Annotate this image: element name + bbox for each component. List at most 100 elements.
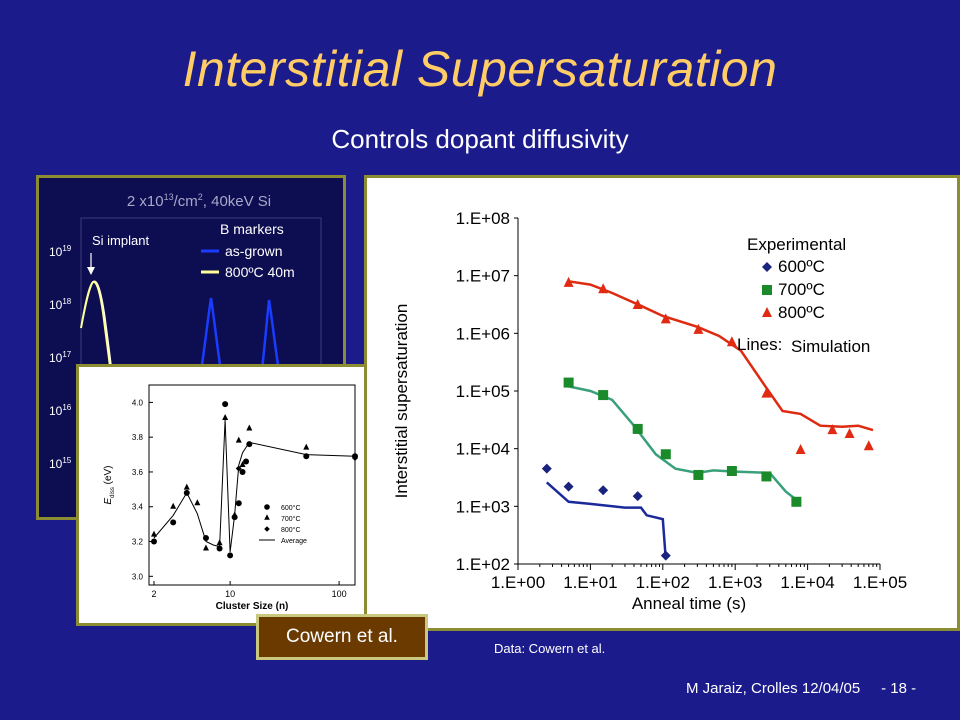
simulation-line: [568, 280, 874, 432]
main-x-label: Anneal time (s): [632, 594, 746, 613]
supersaturation-panel: 1.E+08 1.E+07 1.E+06 1.E+05 1.E+04 1.E+03 1.E+…: [364, 175, 960, 631]
inset-point: [246, 441, 253, 448]
inset-y-tick-label: 3.2: [132, 538, 144, 547]
inset-point: [235, 500, 242, 507]
main-y-tick-label: 1.E+04: [456, 440, 510, 459]
dissociation-energy-panel: 3.0 3.2 3.4 3.6 3.8 4.0 2 10 100 Cluster Size (n)…: [76, 364, 382, 626]
profile-annotation-arrowhead: [87, 267, 95, 275]
inset-legend-marker: [264, 504, 270, 510]
inset-y-label: Ediss (eV): [103, 465, 116, 504]
main-y-tick-label: 1.E+07: [456, 267, 510, 286]
inset-plot-area: [148, 384, 356, 586]
inset-point: [216, 539, 223, 546]
inset-y-tick-label: 3.4: [132, 503, 144, 512]
inset-point: [246, 424, 253, 431]
main-x-tick-label: 1.E+04: [780, 573, 834, 592]
inset-point: [235, 436, 242, 443]
data-point-triangle: [693, 323, 704, 334]
data-point-square: [563, 377, 574, 388]
inset-point: [150, 538, 157, 545]
profile-legend-annealed: 800ºC 40m: [225, 264, 295, 280]
profile-y-ticks: 1019 1018 1017 1016 1015: [49, 244, 72, 471]
inset-legend-label: 600°C: [281, 504, 301, 512]
profile-y-tick-label: 1018: [49, 297, 72, 312]
inset-point: [202, 544, 209, 551]
data-point-square: [598, 390, 609, 401]
inset-y-tick-label: 3.8: [132, 433, 144, 442]
main-x-tick-label: 1.E+02: [636, 573, 690, 592]
inset-point: [150, 530, 157, 537]
inset-point: [227, 552, 234, 559]
profile-y-tick-label: 1017: [49, 350, 72, 365]
data-point-square: [660, 449, 671, 460]
inset-point: [170, 519, 177, 526]
profile-annotation: Si implant: [92, 233, 149, 248]
data-point-triangle: [632, 298, 643, 309]
main-x-tick-label: 1.E+05: [853, 573, 907, 592]
inset-point: [222, 401, 229, 408]
inset-point: [239, 468, 246, 475]
citation-badge: Cowern et al.: [256, 614, 428, 660]
data-point-triangle: [660, 313, 671, 324]
main-y-tick-label: 1.E+06: [456, 324, 510, 343]
main-legend-title: Experimental: [747, 235, 846, 254]
simulation-line: [545, 481, 668, 560]
data-point-square: [726, 465, 737, 476]
profile-y-tick-label: 1015: [49, 456, 72, 471]
data-credit: Data: Cowern et al.: [494, 641, 606, 656]
data-point-triangle: [598, 283, 609, 294]
inset-point: [222, 414, 229, 421]
inset-point: [239, 461, 246, 467]
slide-title: Interstitial Supersaturation: [182, 41, 778, 97]
inset-legend-marker: [264, 526, 270, 532]
data-point-triangle: [795, 443, 806, 454]
main-legend-label: 800ºC: [778, 303, 825, 322]
inset-legend-marker: [264, 514, 270, 520]
inset-legend-label: 700°C: [281, 515, 301, 523]
main-legend-label: 700ºC: [778, 280, 825, 299]
data-point-triangle: [761, 387, 772, 398]
main-legend-lines-value: Simulation: [791, 337, 870, 356]
main-y-tick-label: 1.E+02: [456, 555, 510, 574]
main-x-tick-label: 1.E+00: [491, 573, 545, 592]
main-legend-marker: [762, 262, 772, 272]
inset-point: [194, 499, 201, 506]
main-y-tick-label: 1.E+08: [456, 209, 510, 228]
profile-y-tick-label: 1016: [49, 403, 72, 418]
main-x-tick-label: 1.E+03: [708, 573, 762, 592]
inset-point: [303, 453, 310, 460]
inset-legend-label: Average: [281, 538, 307, 545]
data-point-diamond: [563, 481, 574, 492]
dissociation-energy-chart: 3.0 3.2 3.4 3.6 3.8 4.0 2 10 100 Cluster Size (n)…: [103, 384, 358, 612]
inset-y-tick-label: 3.6: [132, 468, 144, 477]
inset-point: [235, 465, 242, 472]
profile-legend-asgrown: as-grown: [225, 243, 283, 259]
data-point-diamond: [541, 463, 552, 474]
data-point-diamond: [660, 550, 671, 561]
data-point-triangle: [863, 440, 874, 451]
inset-point: [170, 502, 177, 509]
supersaturation-chart: 1.E+08 1.E+07 1.E+06 1.E+05 1.E+04 1.E+03 1.E+…: [392, 209, 907, 613]
inset-average-line: [153, 419, 356, 553]
data-point-triangle: [726, 336, 737, 347]
slide-subtitle: Controls dopant diffusivity: [331, 124, 629, 154]
data-point-square: [693, 469, 704, 480]
inset-point: [183, 489, 190, 496]
data-point-square: [791, 496, 802, 507]
slide-footer: M Jaraiz, Crolles 12/04/05 - 18 -: [686, 680, 917, 697]
main-legend-marker: [762, 285, 772, 295]
profile-legend-title: B markers: [220, 221, 284, 237]
inset-point: [216, 545, 223, 552]
data-point-triangle: [563, 276, 574, 287]
inset-point: [202, 535, 209, 542]
main-legend-marker: [762, 307, 772, 317]
main-y-tick-label: 1.E+03: [456, 497, 510, 516]
main-y-tick-label: 1.E+05: [456, 382, 510, 401]
inset-x-tick-label: 100: [332, 589, 347, 599]
inset-x-tick-label: 10: [225, 589, 235, 599]
profile-title: 2 x1013/cm2, 40keV Si: [127, 192, 271, 210]
inset-point: [243, 458, 250, 465]
data-point-diamond: [632, 491, 643, 502]
inset-x-tick-label: 2: [151, 589, 156, 599]
inset-point: [352, 455, 358, 462]
